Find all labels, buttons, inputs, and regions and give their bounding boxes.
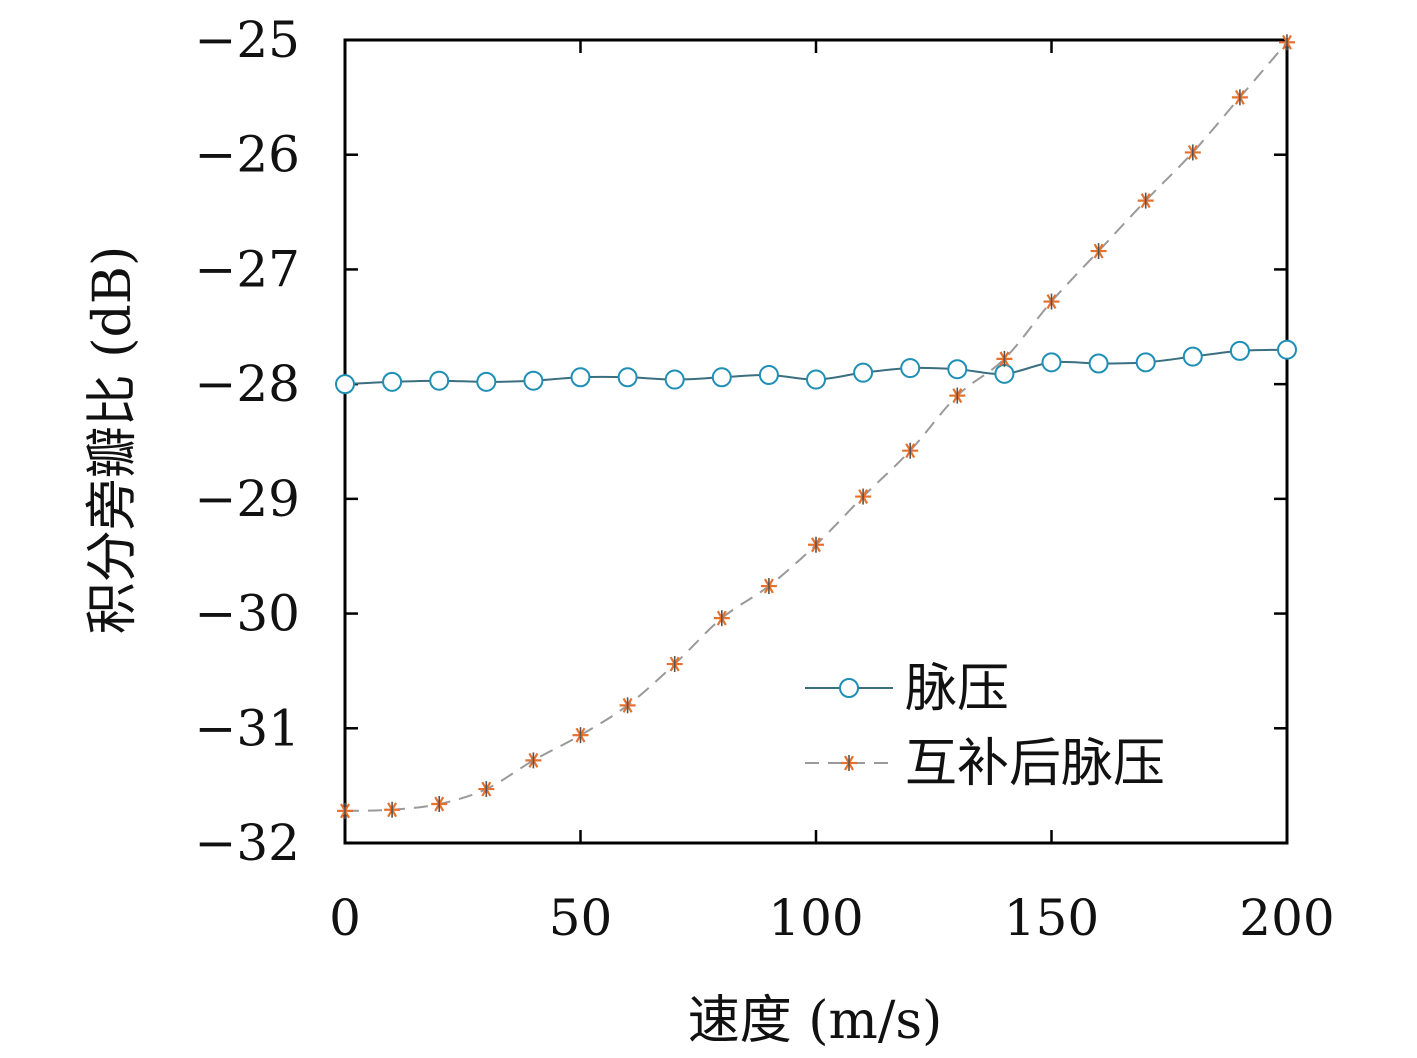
data-point [1137,192,1154,209]
series-line [344,41,1288,812]
data-point [806,369,826,390]
legend-entry: 互补后脉压 [805,734,1165,794]
data-point [337,802,353,819]
data-point [1043,293,1060,310]
data-point [570,367,591,388]
x-tick-label: 100 [768,889,863,947]
x-axis-label: 速度 (m/s) [688,991,943,1051]
data-point [949,387,966,404]
data-point [853,362,874,383]
data-point [1182,346,1203,367]
y-tick-label: −32 [194,814,300,872]
legend-entry: 脉压 [805,659,1009,719]
data-point [994,363,1015,384]
y-tick-label: −28 [194,355,300,413]
y-tick-label: −26 [194,126,300,184]
series-2 [337,34,1295,819]
data-point [711,367,732,388]
data-point [1231,89,1248,106]
data-point [996,350,1013,367]
data-point [1277,339,1297,360]
series-1 [335,339,1297,395]
data-point [335,374,355,395]
data-point [384,801,401,818]
data-point [523,370,544,391]
plot-frame [343,38,1289,845]
plot-area [343,38,1289,845]
data-point [1135,352,1156,373]
data-point [1041,352,1062,373]
legend-label: 互补后脉压 [905,734,1165,794]
y-tick-label: −31 [194,699,300,757]
data-point [619,697,636,714]
legend-marker [841,755,857,771]
data-point [1090,243,1107,260]
data-point [900,358,921,379]
data-point [902,442,919,459]
y-tick-label: −27 [194,240,300,298]
y-tick-label: −29 [194,470,300,528]
legend-marker [839,678,859,698]
data-point [808,536,824,553]
y-tick-label: −30 [194,585,300,643]
data-point [1229,340,1250,361]
series-layer [335,34,1297,819]
legend-label: 脉压 [905,659,1009,719]
data-point [476,371,497,392]
y-axis-label: 积分旁瓣比 (dB) [83,246,143,635]
data-point [617,367,638,388]
data-point [1088,353,1109,374]
x-tick-label: 0 [329,889,361,947]
y-tick-label: −25 [194,11,300,69]
data-point [666,656,683,673]
data-point [713,610,730,627]
x-tick-label: 50 [549,889,613,947]
data-point [525,752,542,769]
data-point [1279,34,1295,51]
x-tick-label: 150 [1004,889,1099,947]
data-point [382,371,403,392]
data-point [478,781,495,798]
axis-ticks: 0 50 100 150 200 −25 −26 −27 −28 −29 −30 −31 −32 [194,11,1334,947]
data-point [1184,144,1201,161]
data-point [758,364,779,385]
x-tick-label: 200 [1239,889,1334,947]
data-point [572,727,589,744]
data-point [429,370,450,391]
data-point [431,795,448,812]
data-point [760,578,777,595]
data-point [855,488,872,505]
data-point [947,359,968,380]
data-point [664,369,685,390]
